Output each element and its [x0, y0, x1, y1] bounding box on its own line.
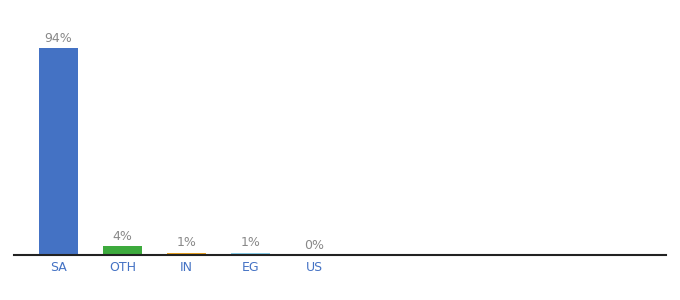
Bar: [231, 253, 269, 255]
Bar: [103, 246, 141, 255]
Text: 0%: 0%: [305, 239, 324, 252]
Text: 1%: 1%: [241, 236, 260, 250]
Bar: [167, 253, 205, 255]
Text: 4%: 4%: [112, 230, 133, 243]
Bar: [39, 48, 78, 255]
Text: 94%: 94%: [44, 32, 72, 45]
Text: 1%: 1%: [177, 236, 197, 250]
